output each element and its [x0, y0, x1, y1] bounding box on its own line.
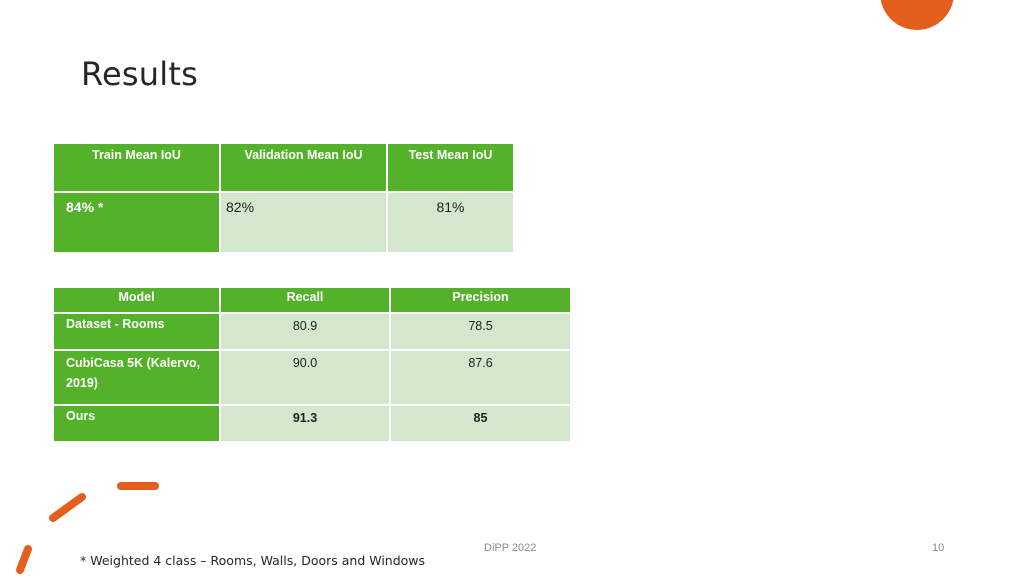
metrics-header-model: Model	[52, 286, 221, 314]
precision-value: 78.5	[389, 312, 572, 351]
iou-table-value-row: 84% * 82% 81%	[52, 191, 515, 254]
model-name: Ours	[52, 404, 221, 443]
iou-value-train: 84% *	[52, 191, 221, 254]
dash-decoration-bottom	[16, 545, 32, 574]
metrics-header-precision: Precision	[389, 286, 572, 314]
slide-title: Results	[81, 55, 198, 93]
iou-header-train: Train Mean IoU	[52, 142, 221, 193]
table-row: CubiCasa 5K (Kalervo, 2019) 90.0 87.6	[52, 349, 572, 406]
footnote: * Weighted 4 class – Rooms, Walls, Doors…	[80, 553, 426, 568]
model-name: Dataset - Rooms	[52, 312, 221, 351]
footer-text: DiPP 2022	[484, 542, 537, 554]
metrics-table-header-row: Model Recall Precision	[52, 286, 572, 314]
iou-value-validation: 82%	[219, 191, 388, 254]
page-number: 10	[932, 542, 945, 554]
iou-table: Train Mean IoU Validation Mean IoU Test …	[52, 142, 515, 254]
recall-value: 91.3	[219, 404, 391, 443]
iou-header-test: Test Mean IoU	[386, 142, 515, 193]
top-right-circle-decoration	[880, 0, 954, 30]
table-row: Dataset - Rooms 80.9 78.5	[52, 312, 572, 351]
model-name: CubiCasa 5K (Kalervo, 2019)	[52, 349, 221, 406]
recall-value: 90.0	[219, 349, 391, 406]
iou-table-header-row: Train Mean IoU Validation Mean IoU Test …	[52, 142, 515, 193]
precision-value: 85	[389, 404, 572, 443]
dash-decoration-middle	[49, 493, 86, 522]
precision-value: 87.6	[389, 349, 572, 406]
iou-value-test: 81%	[386, 191, 515, 254]
table-row: Ours 91.3 85	[52, 404, 572, 443]
metrics-header-recall: Recall	[219, 286, 391, 314]
recall-value: 80.9	[219, 312, 391, 351]
iou-header-validation: Validation Mean IoU	[219, 142, 388, 193]
metrics-table: Model Recall Precision Dataset - Rooms 8…	[52, 286, 572, 443]
